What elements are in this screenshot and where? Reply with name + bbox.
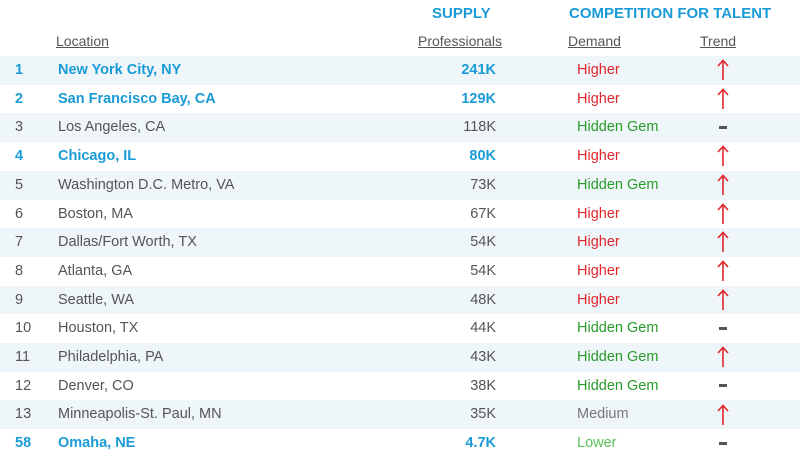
location-cell: Philadelphia, PA <box>58 349 164 366</box>
demand-cell: Higher <box>577 234 620 251</box>
dash-icon <box>705 372 741 401</box>
table-row: 7 Dallas/Fort Worth, TX 54K Higher <box>0 228 800 257</box>
dash-icon <box>705 314 741 343</box>
table-row: 3 Los Angeles, CA 118K Hidden Gem <box>0 113 800 143</box>
demand-cell: Higher <box>577 148 620 165</box>
rank-cell: 10 <box>15 320 32 337</box>
demand-cell: Higher <box>577 62 620 78</box>
demand-cell: Higher <box>577 262 620 279</box>
professionals-cell: 38K <box>470 377 496 394</box>
table-row: 5 Washington D.C. Metro, VA 73K Hidden Gem <box>0 170 800 200</box>
up-arrow-icon <box>705 286 741 315</box>
up-arrow-icon <box>705 400 741 429</box>
demand-cell: Hidden Gem <box>577 176 659 193</box>
demand-cell: Higher <box>577 291 620 308</box>
up-arrow-icon <box>705 200 741 229</box>
dash-icon <box>705 113 741 142</box>
table-row: 6 Boston, MA 67K Higher <box>0 200 800 229</box>
rank-cell: 8 <box>15 262 24 279</box>
professionals-cell: 129K <box>461 90 496 107</box>
location-cell: Houston, TX <box>58 320 139 337</box>
rank-cell: 2 <box>15 90 24 107</box>
dash-icon <box>705 429 741 458</box>
up-arrow-icon <box>705 56 741 85</box>
up-arrow-icon <box>705 171 741 200</box>
location-cell: New York City, NY <box>58 62 182 78</box>
rank-cell: 6 <box>15 205 24 222</box>
location-cell: San Francisco Bay, CA <box>58 90 216 107</box>
demand-cell: Hidden Gem <box>577 119 659 136</box>
rank-cell: 4 <box>15 148 24 165</box>
trend-column-header: Trend <box>700 33 737 49</box>
professionals-cell: 43K <box>470 349 496 366</box>
up-arrow-icon <box>705 343 741 372</box>
table-row: 11 Philadelphia, PA 43K Hidden Gem <box>0 343 800 372</box>
professionals-cell: 118K <box>463 119 496 136</box>
professionals-cell: 44K <box>470 320 496 337</box>
table-row: 9 Seattle, WA 48K Higher <box>0 285 800 315</box>
demand-cell: Hidden Gem <box>577 349 659 366</box>
location-cell: Los Angeles, CA <box>58 119 166 136</box>
table-row: 4 Chicago, IL 80K Higher <box>0 142 800 171</box>
rank-cell: 13 <box>15 406 32 423</box>
professionals-cell: 67K <box>470 205 496 222</box>
location-cell: Denver, CO <box>58 377 134 394</box>
professionals-cell: 54K <box>470 262 496 279</box>
location-table: 1 New York City, NY 241K Higher 2 San Francis… <box>0 56 800 458</box>
location-cell: Boston, MA <box>58 205 133 222</box>
rank-cell: 3 <box>15 119 24 136</box>
table-row: 12 Denver, CO 38K Hidden Gem <box>0 372 800 401</box>
location-cell: Dallas/Fort Worth, TX <box>58 234 197 251</box>
professionals-column-header: Professionals <box>418 33 503 49</box>
location-cell: Atlanta, GA <box>58 262 133 279</box>
competition-header: COMPETITION FOR TALENT <box>569 5 772 22</box>
table-row: 2 San Francisco Bay, CA 129K Higher <box>0 85 800 114</box>
location-cell: Minneapolis-St. Paul, MN <box>58 406 222 423</box>
demand-cell: Higher <box>577 205 620 222</box>
rank-cell: 58 <box>15 435 32 452</box>
table-row: 10 Houston, TX 44K Hidden Gem <box>0 314 800 343</box>
table-row: 13 Minneapolis-St. Paul, MN 35K Medium <box>0 400 800 430</box>
rank-cell: 1 <box>15 62 24 78</box>
professionals-cell: 4.7K <box>465 435 496 452</box>
demand-column-header: Demand <box>568 33 621 49</box>
table-row: 8 Atlanta, GA 54K Higher <box>0 257 800 286</box>
up-arrow-icon <box>705 257 741 286</box>
rank-cell: 7 <box>15 234 24 251</box>
demand-cell: Medium <box>577 406 629 423</box>
demand-cell: Hidden Gem <box>577 320 659 337</box>
professionals-cell: 241K <box>461 62 496 78</box>
location-cell: Seattle, WA <box>58 291 135 308</box>
up-arrow-icon <box>705 228 741 257</box>
demand-cell: Higher <box>577 90 620 107</box>
demand-cell: Lower <box>577 435 617 452</box>
professionals-cell: 48K <box>470 291 496 308</box>
professionals-cell: 54K <box>470 234 496 251</box>
rank-cell: 9 <box>15 291 24 308</box>
table-row: 58 Omaha, NE 4.7K Lower <box>0 429 800 458</box>
location-cell: Omaha, NE <box>58 435 136 452</box>
demand-cell: Hidden Gem <box>577 377 659 394</box>
professionals-cell: 73K <box>470 176 496 193</box>
location-column-header: Location <box>56 33 109 49</box>
rank-cell: 11 <box>15 349 31 366</box>
rank-cell: 12 <box>15 377 32 394</box>
up-arrow-icon <box>705 85 741 114</box>
location-cell: Chicago, IL <box>58 148 137 165</box>
supply-header: SUPPLY <box>432 5 491 22</box>
professionals-cell: 35K <box>470 406 496 423</box>
professionals-cell: 80K <box>469 148 496 165</box>
table-row: 1 New York City, NY 241K Higher <box>0 56 800 85</box>
rank-cell: 5 <box>15 176 24 193</box>
location-cell: Washington D.C. Metro, VA <box>58 176 235 193</box>
up-arrow-icon <box>705 142 741 171</box>
